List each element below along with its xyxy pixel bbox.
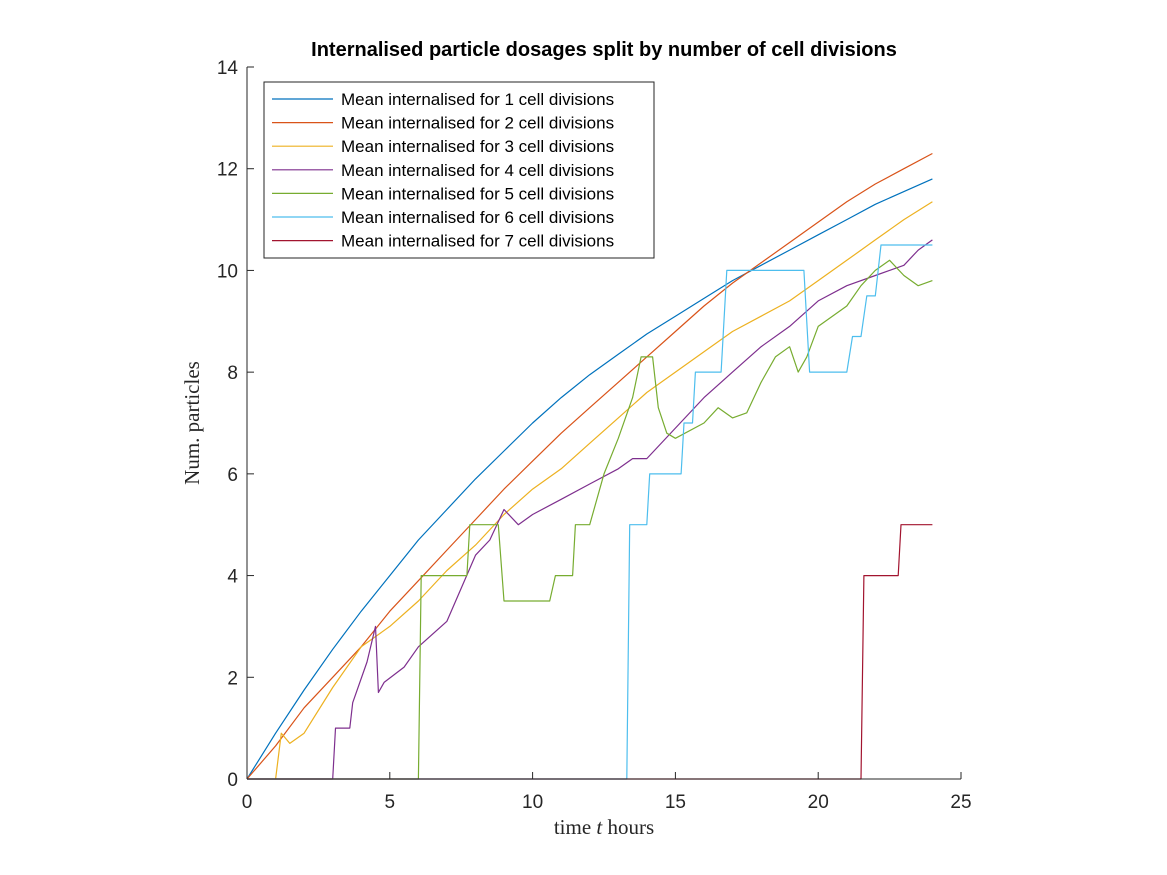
legend-label: Mean internalised for 2 cell divisions	[341, 114, 614, 133]
legend-items: Mean internalised for 1 cell divisions Me…	[272, 90, 614, 251]
ticks: 0 5 10 15 20 25 0 2 4 6 8 10 12 14	[217, 58, 972, 813]
series-line-6	[247, 244, 933, 780]
x-tick-label: 10	[522, 792, 543, 813]
chart-title: Internalised particle dosages split by n…	[311, 39, 897, 61]
x-axis-label-prefix: time	[554, 815, 597, 839]
y-tick-label: 2	[227, 668, 238, 689]
legend-label: Mean internalised for 3 cell divisions	[341, 137, 614, 156]
axes	[246, 67, 961, 780]
legend-label: Mean internalised for 4 cell divisions	[341, 161, 614, 180]
legend-label: Mean internalised for 7 cell divisions	[341, 232, 614, 251]
series-line-3	[275, 201, 933, 780]
y-axis-label: Num. particles	[180, 361, 204, 485]
legend-item-1: Mean internalised for 1 cell divisions	[272, 90, 614, 109]
x-tick-label: 15	[665, 792, 686, 813]
series-layer	[246, 152, 933, 780]
y-tick-label: 6	[227, 465, 238, 486]
x-axis-label-variable: t	[596, 815, 603, 839]
series-line-5	[247, 259, 933, 780]
legend-item-2: Mean internalised for 2 cell divisions	[272, 114, 614, 133]
y-tick-label: 10	[217, 261, 238, 282]
series-line-7	[247, 524, 933, 780]
legend-item-7: Mean internalised for 7 cell divisions	[272, 232, 614, 251]
x-axis-label-suffix: hours	[602, 815, 654, 839]
series-line-4	[247, 239, 933, 780]
legend-item-5: Mean internalised for 5 cell divisions	[272, 184, 614, 203]
legend-label: Mean internalised for 1 cell divisions	[341, 90, 614, 109]
legend: Mean internalised for 1 cell divisions Me…	[263, 81, 655, 259]
legend-item-4: Mean internalised for 4 cell divisions	[272, 161, 614, 180]
legend-label: Mean internalised for 6 cell divisions	[341, 208, 614, 227]
legend-label: Mean internalised for 5 cell divisions	[341, 184, 614, 203]
x-tick-label: 20	[808, 792, 829, 813]
x-tick-label: 5	[385, 792, 396, 813]
y-tick-label: 12	[217, 160, 238, 181]
y-tick-label: 14	[217, 58, 239, 79]
x-tick-label: 25	[950, 792, 971, 813]
x-axis-label: time t hours	[554, 815, 654, 839]
legend-item-3: Mean internalised for 3 cell divisions	[272, 137, 614, 156]
y-tick-label: 0	[227, 770, 238, 791]
x-tick-label: 0	[242, 792, 253, 813]
y-tick-label: 4	[227, 567, 238, 588]
legend-item-6: Mean internalised for 6 cell divisions	[272, 208, 614, 227]
series-line-1	[246, 178, 933, 780]
y-tick-label: 8	[227, 363, 238, 384]
